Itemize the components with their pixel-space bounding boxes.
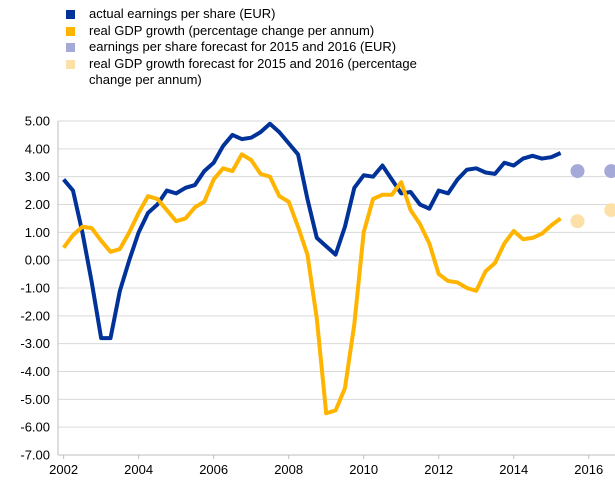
x-tick-label: 2014 [499,462,528,477]
y-tick-label: 5.00 [25,114,50,129]
line [62,121,562,341]
y-tick-label: -3.00 [20,336,50,351]
legend-item: actual earnings per share (EUR) [62,6,462,23]
x-tick-label: 2006 [199,462,228,477]
y-tick-label: 4.00 [25,141,50,156]
y-tick-label: -1.00 [20,281,50,296]
y-tick-label: 3.00 [25,169,50,184]
legend-swatch [66,10,75,19]
forecast-dot [604,203,615,218]
legend-item: real GDP growth forecast for 2015 and 20… [62,56,462,89]
x-tick-label: 2002 [49,462,78,477]
legend-label: real GDP growth forecast for 2015 and 20… [89,55,417,88]
legend: actual earnings per share (EUR) real GDP … [62,6,462,89]
y-tick-label: 0.00 [25,253,50,268]
legend-item: real GDP growth (percentage change per a… [62,23,462,40]
legend-label: earnings per share forecast for 2015 and… [89,39,397,54]
x-tick-label: 2004 [124,462,153,477]
forecast-dot [570,214,585,229]
y-tick-label: 1.00 [25,225,50,240]
y-tick-label: 2.00 [25,197,50,212]
y-tick-label: -6.00 [20,420,50,435]
x-tick-label: 2016 [574,462,603,477]
legend-swatch [66,59,75,69]
y-tick-label: -4.00 [20,364,50,379]
y-tick-label: -2.00 [20,308,50,323]
legend-label: real GDP growth (percentage change per a… [89,22,375,38]
x-tick-label: 2010 [349,462,378,477]
legend-swatch [66,43,75,52]
legend-label: actual earnings per share (EUR) [89,6,276,21]
legend-item: earnings per share forecast for 2015 and… [62,39,462,56]
forecast-dot [570,164,585,179]
forecast-dot [604,164,615,179]
y-tick-label: -5.00 [20,392,50,407]
x-tick-label: 2012 [424,462,453,477]
legend-swatch [66,26,75,36]
y-tick-label: -7.00 [20,448,50,463]
x-tick-label: 2008 [274,462,303,477]
line [62,152,562,416]
